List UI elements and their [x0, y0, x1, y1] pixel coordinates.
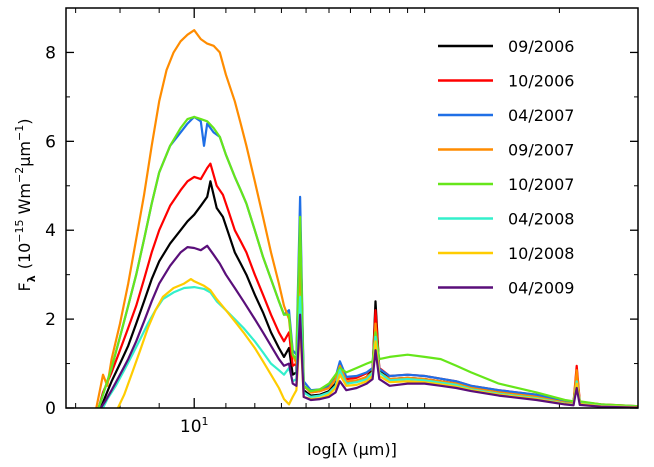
y-label-exp1: −15	[13, 219, 26, 242]
x-axis-label: log[λ (μm)]	[307, 440, 397, 459]
y-label-main: F	[15, 282, 34, 291]
legend-label-3: 04/2007	[508, 106, 574, 125]
series-line-6	[102, 286, 639, 409]
y-tick-label: 6	[45, 132, 56, 152]
series-layer	[95, 29, 639, 409]
y-label-exp2: −2	[13, 167, 26, 183]
x-axis: 101	[180, 8, 209, 437]
legend: 09/2006 10/2006 04/2007 09/2007 10/2007 04/20…	[438, 37, 574, 298]
legend-label-5: 10/2007	[508, 175, 574, 194]
x-tick-exp: 1	[202, 415, 209, 428]
y-label-unit1: Wm	[15, 183, 34, 220]
x-tick-base: 10	[180, 417, 202, 437]
legend-label-8: 04/2009	[508, 279, 574, 298]
legend-label-4: 09/2007	[508, 141, 574, 160]
minor-ticks	[75, 8, 560, 408]
legend-label-7: 10/2008	[508, 244, 574, 263]
plot-frame	[65, 7, 639, 409]
y-label-close: )	[15, 119, 34, 125]
series-line-8	[99, 244, 639, 409]
x-tick-label: 101	[180, 415, 209, 437]
y-tick-label: 8	[45, 43, 56, 63]
legend-label-2: 10/2006	[508, 72, 574, 91]
y-tick-label: 2	[45, 310, 56, 330]
y-tick-label: 0	[45, 399, 56, 419]
y-label-sub: λ	[25, 275, 38, 282]
y-label-open: (10	[15, 243, 34, 270]
y-label-unit2: μm	[15, 141, 34, 167]
y-axis-label: Fλ (10−15 Wm−2μm−1)	[13, 119, 38, 292]
y-axis: 0 2 4 6 8	[45, 7, 638, 419]
series-line-5	[97, 115, 639, 409]
y-label-exp3: −1	[13, 125, 26, 141]
y-tick-label: 4	[45, 221, 56, 241]
legend-label-6: 04/2008	[508, 210, 574, 229]
legend-label-1: 09/2006	[508, 37, 574, 56]
